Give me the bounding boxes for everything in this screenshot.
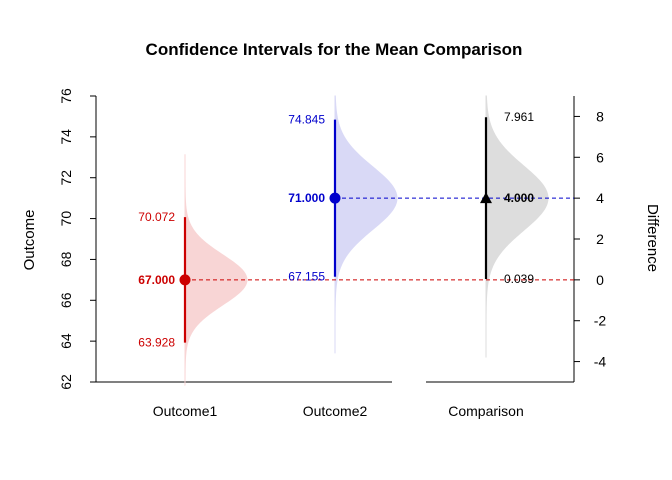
y-tick-label: 70 [58,211,74,227]
mean-label-comparison: 4.000 [504,191,534,205]
y-tick-label-right: -2 [594,313,607,329]
x-tick-label: Comparison [448,403,523,419]
y-tick-label: 74 [58,129,74,145]
y-tick-label: 76 [58,88,74,104]
density-comparison [485,95,549,358]
y-tick-label: 66 [58,292,74,308]
y-tick-label: 68 [58,251,74,267]
y-axis-label-right: Difference [644,204,661,272]
mean-label-outcome1: 67.000 [138,273,175,287]
y-tick-label: 62 [58,374,74,390]
lower-label-outcome1: 63.928 [138,336,175,350]
density-outcome2 [334,95,398,354]
y-tick-label-right: -4 [594,354,607,370]
mean-marker-outcome2 [329,192,341,204]
y-tick-label: 72 [58,170,74,186]
lower-label-outcome2: 67.155 [288,270,325,284]
y-tick-label: 64 [58,333,74,349]
y-tick-label-right: 0 [596,272,604,288]
y-tick-label-right: 2 [596,231,604,247]
y-axis-label: Outcome [21,210,38,271]
mean-label-outcome2: 71.000 [288,191,325,205]
x-tick-label: Outcome1 [153,403,218,419]
upper-label-outcome1: 70.072 [138,210,175,224]
chart-title: Confidence Intervals for the Mean Compar… [146,40,523,59]
x-tick-label: Outcome2 [303,403,368,419]
lower-label-comparison: 0.039 [504,272,534,286]
density-outcome1 [184,154,248,386]
y-tick-label-right: 8 [596,108,604,124]
upper-label-comparison: 7.961 [504,110,534,124]
mean-marker-comparison [480,192,492,204]
y-tick-label-right: 6 [596,149,604,165]
y-tick-label-right: 4 [596,190,604,206]
upper-label-outcome2: 74.845 [288,113,325,127]
mean-marker-outcome1 [179,274,191,286]
